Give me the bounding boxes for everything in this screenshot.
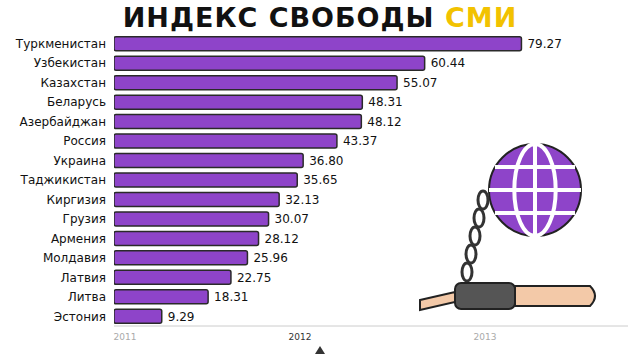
svg-text:36.80: 36.80 xyxy=(309,154,343,168)
svg-text:18.31: 18.31 xyxy=(214,290,248,304)
html-text:ИНДЕКС СВОБОДЫ СМИ: ИНДЕКС СВОБОДЫ СМИ xyxy=(122,2,518,33)
svg-text:55.07: 55.07 xyxy=(403,76,437,90)
svg-text:Казахстан: Казахстан xyxy=(41,76,107,90)
svg-text:Киргизия: Киргизия xyxy=(47,193,106,207)
svg-text:25.96: 25.96 xyxy=(253,251,287,265)
svg-text:60.44: 60.44 xyxy=(431,56,465,70)
svg-text:Украина: Украина xyxy=(53,154,106,168)
svg-text:Таджикистан: Таджикистан xyxy=(20,173,106,187)
svg-text:Азербайджан: Азербайджан xyxy=(20,115,106,129)
svg-text:Эстония: Эстония xyxy=(54,310,106,324)
svg-text:35.65: 35.65 xyxy=(303,173,337,187)
svg-text:Армения: Армения xyxy=(51,232,106,246)
svg-text:Молдавия: Молдавия xyxy=(43,251,106,265)
html-text:2011: 2011 xyxy=(113,332,137,342)
svg-text:32.13: 32.13 xyxy=(285,193,319,207)
html-text:2012: 2012 xyxy=(288,332,312,342)
html-text:2013: 2013 xyxy=(473,332,497,342)
svg-text:30.07: 30.07 xyxy=(275,212,309,226)
svg-text:79.27: 79.27 xyxy=(527,37,561,51)
svg-text:Туркменистан: Туркменистан xyxy=(15,37,106,51)
svg-text:48.31: 48.31 xyxy=(368,95,402,109)
svg-text:22.75: 22.75 xyxy=(237,271,271,285)
svg-text:Литва: Литва xyxy=(68,290,106,304)
svg-text:Россия: Россия xyxy=(63,134,106,148)
svg-text:Беларусь: Беларусь xyxy=(47,95,106,109)
svg-text:Узбекистан: Узбекистан xyxy=(34,56,106,70)
svg-text:9.29: 9.29 xyxy=(168,310,195,324)
svg-text:Грузия: Грузия xyxy=(63,212,106,226)
svg-text:Латвия: Латвия xyxy=(61,271,106,285)
svg-text:28.12: 28.12 xyxy=(265,232,299,246)
svg-text:43.37: 43.37 xyxy=(343,134,377,148)
svg-text:48.12: 48.12 xyxy=(367,115,401,129)
